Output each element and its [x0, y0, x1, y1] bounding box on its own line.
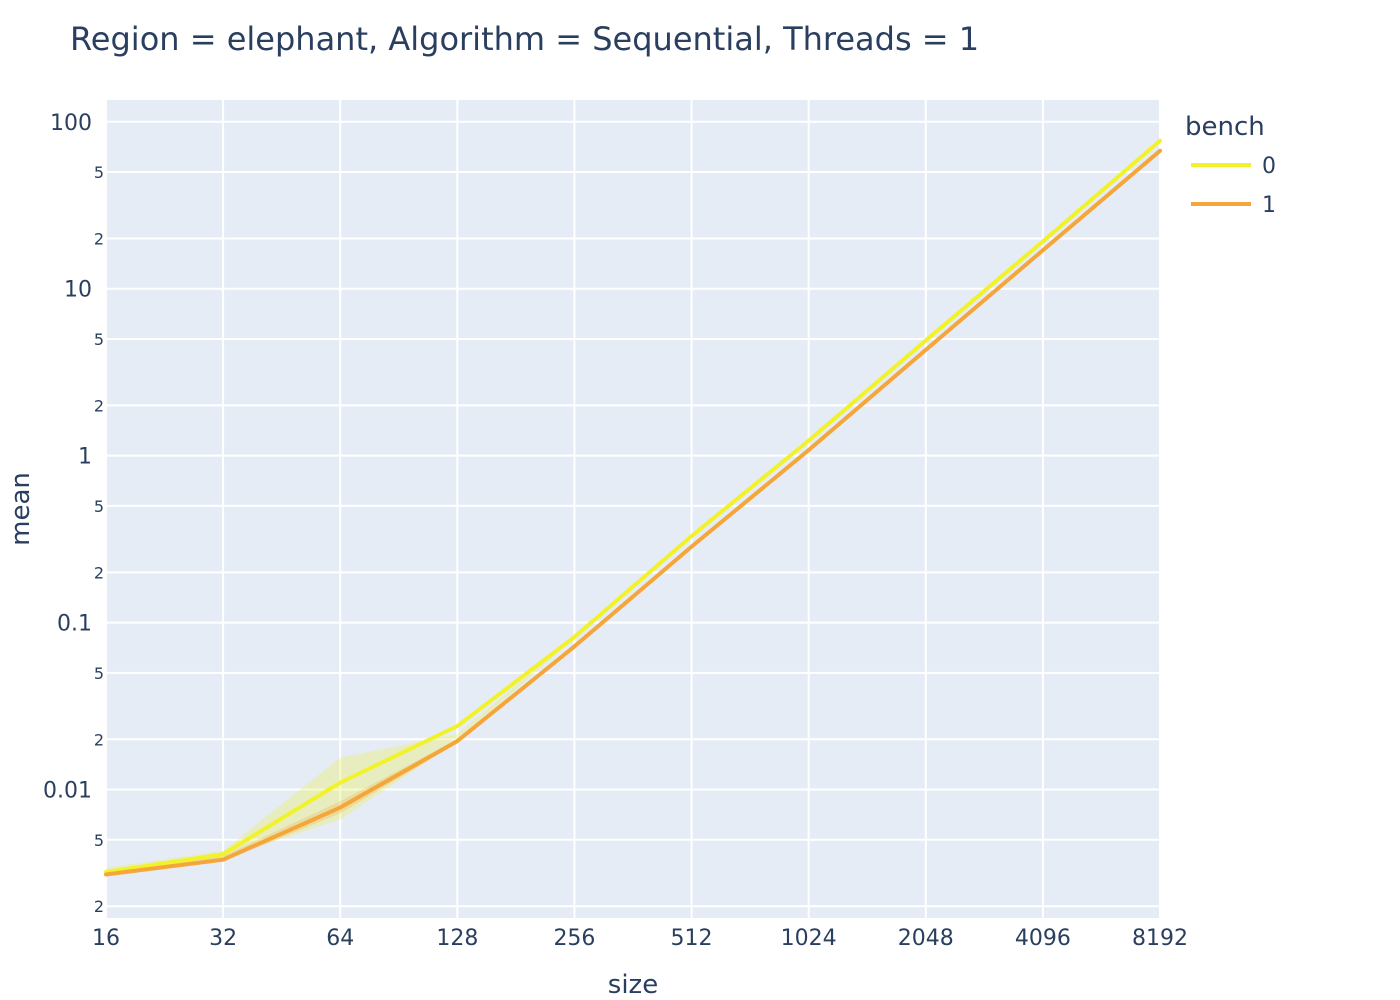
chart-title: Region = elephant, Algorithm = Sequentia… — [70, 20, 979, 58]
y-axis-title: mean — [6, 472, 36, 546]
plot-area — [106, 100, 1160, 918]
y-tick-label-minor: 2 — [94, 396, 104, 415]
y-tick-label-minor: 5 — [94, 497, 104, 516]
x-tick-label: 256 — [553, 926, 595, 951]
x-axis-title: size — [608, 970, 658, 1000]
x-tick-label: 64 — [326, 926, 354, 951]
y-tick-label: 1 — [78, 445, 92, 470]
y-tick-label-minor: 5 — [94, 831, 104, 850]
x-tick-label: 2048 — [898, 926, 954, 951]
x-axis-ticks: 16 32 64 128 256 512 1024 2048 4096 8192 — [92, 926, 1188, 951]
x-tick-label: 32 — [209, 926, 237, 951]
series-0-line — [104, 138, 1162, 875]
y-tick-label-minor: 2 — [94, 563, 104, 582]
y-tick-label-minor: 2 — [94, 897, 104, 916]
y-tick-label-minor: 5 — [94, 330, 104, 349]
x-tick-label: 8192 — [1132, 926, 1188, 951]
legend-label-1: 1 — [1262, 193, 1276, 218]
x-tick-label: 128 — [436, 926, 478, 951]
x-tick-label: 1024 — [781, 926, 837, 951]
y-axis-ticks: 100 10 1 0.1 0.01 5 2 5 2 5 2 5 2 5 2 — [43, 111, 104, 916]
gridlines — [105, 100, 1161, 918]
x-tick-label: 512 — [671, 926, 713, 951]
y-tick-label: 0.1 — [57, 612, 92, 637]
legend-label-0: 0 — [1262, 154, 1276, 179]
x-tick-label: 4096 — [1015, 926, 1071, 951]
y-tick-label: 0.01 — [43, 779, 92, 804]
y-tick-label: 100 — [50, 111, 92, 136]
x-tick-label: 16 — [92, 926, 120, 951]
y-tick-label: 10 — [64, 278, 92, 303]
legend-title: bench — [1185, 112, 1265, 142]
y-tick-label-minor: 5 — [94, 664, 104, 683]
series-1-line — [104, 148, 1162, 877]
series-lines — [104, 138, 1162, 877]
y-tick-label-minor: 5 — [94, 163, 104, 182]
y-tick-label-minor: 2 — [94, 229, 104, 248]
y-tick-label-minor: 2 — [94, 730, 104, 749]
legend[interactable]: bench 0 1 — [1185, 112, 1276, 218]
